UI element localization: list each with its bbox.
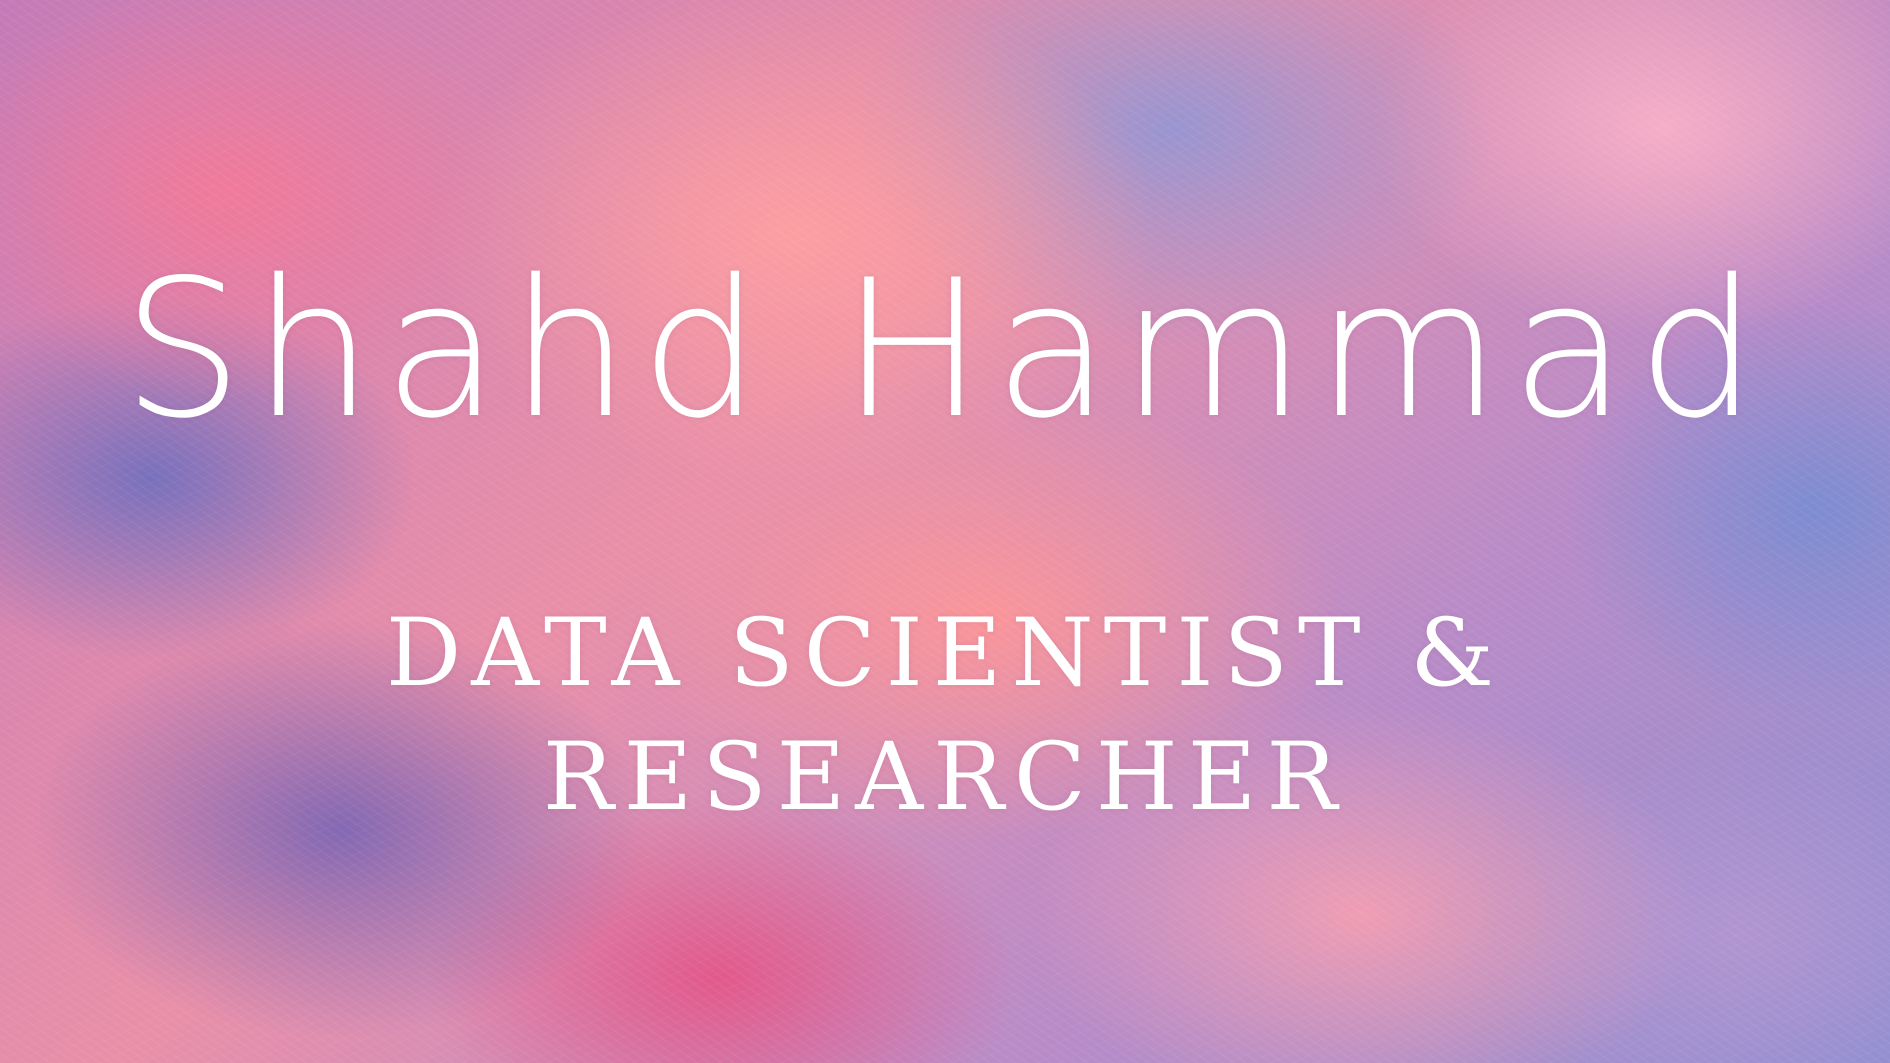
job-title-line-1: DATA SCIENTIST & bbox=[385, 599, 1505, 708]
job-title: DATA SCIENTIST & RESEARCHER bbox=[0, 592, 1890, 840]
person-name: Shahd Hammad bbox=[122, 239, 1768, 460]
job-title-line-2: RESEARCHER bbox=[542, 723, 1348, 832]
